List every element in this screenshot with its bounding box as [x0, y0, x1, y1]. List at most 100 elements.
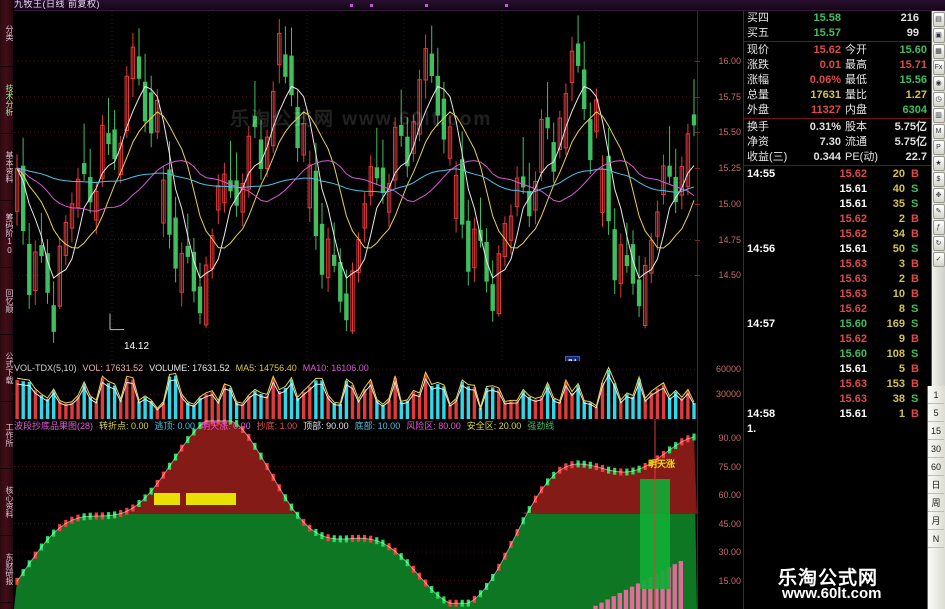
- volume-indicator-header[interactable]: VOL-TDX(5,10) VOL: 17631.52 VOLUME: 17631.…: [14, 362, 697, 375]
- center-watermark: 乐淘公式网 www.60lt.com: [230, 109, 493, 130]
- period-月[interactable]: 月: [928, 512, 944, 530]
- bottom-indicator-field: 安全区: 20.00: [466, 421, 522, 431]
- news-flag-icon[interactable]: 财: [565, 356, 581, 361]
- tick-side: B: [911, 333, 919, 345]
- stat-value-left: 0.06%: [809, 74, 841, 86]
- volume-axis-label: 60000: [715, 364, 741, 375]
- volume-chart[interactable]: [14, 361, 697, 419]
- fundamental-row: 换手 0.31% 股本 5.75亿: [743, 120, 931, 135]
- tick-price: 15.62: [839, 228, 867, 240]
- axis-tick: [695, 61, 700, 62]
- sidebar-item-label: 分类: [5, 25, 14, 41]
- check-icon[interactable]: ✓: [932, 252, 945, 267]
- right-icon-toolbar[interactable]: ▤ ▣ ▦ Fx ◉ ◷ ▥ M P ★ $ ✥ ✎ ƒ ↻ ✓: [931, 11, 945, 441]
- fundamental-row: 净资 7.30 流通 5.75亿: [743, 135, 931, 150]
- sidebar-item-5[interactable]: 公式下载: [0, 335, 14, 402]
- folder-icon[interactable]: ▣: [932, 28, 945, 43]
- doc-icon[interactable]: ▤: [932, 12, 945, 27]
- fund-value-right: 5.75亿: [894, 136, 927, 148]
- tick-volume: 1: [898, 408, 905, 420]
- stat-value-right: 15.56: [899, 74, 927, 86]
- fx2-icon[interactable]: ƒ: [932, 220, 945, 235]
- sidebar-item-label: 东财研报: [5, 553, 14, 585]
- period-1[interactable]: 1: [928, 386, 944, 404]
- tick-volume: 40: [892, 183, 905, 195]
- fund-value-right: 22.7: [905, 151, 927, 163]
- price-chart-canvas: [14, 11, 697, 361]
- globe-icon[interactable]: ◉: [932, 76, 945, 91]
- bottom-indicator-header[interactable]: 波段抄底品果图(28) 转折点: 0.00 逃顶: 0.00 明天涨: 0.00 抄底:…: [14, 420, 697, 433]
- period-60[interactable]: 60: [928, 458, 944, 476]
- bid-row[interactable]: 买四 15.58 216: [743, 11, 931, 26]
- fund-label-right: PE(动): [845, 151, 878, 163]
- tick-side: B: [911, 273, 919, 285]
- tick-row: 15.63 38 S: [743, 392, 931, 407]
- quote-panel[interactable]: 买四 15.58 216 买五 15.57 99 现价 15.62 今开 15.60 涨跌 0.01 最…: [743, 11, 931, 609]
- stat-value-right: 15.60: [899, 44, 927, 56]
- signal-label-mingtianzhang: 明天涨: [648, 459, 676, 469]
- sidebar-item-0[interactable]: 分类: [0, 0, 14, 67]
- volume-axis: 60000 30000: [697, 361, 743, 419]
- psy-icon[interactable]: P: [932, 140, 945, 155]
- period-N[interactable]: N: [928, 530, 944, 548]
- tick-volume: 50: [892, 243, 905, 255]
- sidebar-item-2[interactable]: 基本资料: [0, 134, 14, 201]
- fund-label-right: 流通: [845, 136, 867, 148]
- stat-label-left: 总量: [747, 89, 769, 101]
- fund-value-left: 7.30: [819, 136, 841, 148]
- bottom-indicator-field: 转折点: 0.00: [99, 421, 149, 431]
- tick-price: 15.63: [839, 273, 867, 285]
- indicator-axis-label: 30.00: [718, 547, 741, 557]
- tick-row: 15.63 153 B: [743, 377, 931, 392]
- tick-time: 14:56: [747, 243, 776, 255]
- tick-volume: 5: [898, 363, 905, 375]
- sidebar-item-label: 公式下载: [5, 352, 14, 384]
- quote-footer-text: 1.: [747, 423, 757, 435]
- fund-value-left: 0.31%: [809, 121, 841, 133]
- period-日[interactable]: 日: [928, 476, 944, 494]
- fx-icon[interactable]: Fx: [932, 60, 945, 75]
- sidebar-item-3[interactable]: 筹码阶10: [0, 201, 14, 268]
- bottom-indicator-chart[interactable]: 明天涨: [14, 419, 697, 609]
- fund-value-left: 0.344: [813, 151, 841, 163]
- vol-indicator-field-ma5: MA5: 14756.40: [235, 363, 297, 373]
- stat-value-left: 0.01: [819, 59, 841, 71]
- sidebar-item-label: 基本资料: [5, 151, 14, 183]
- tick-row: 14:56 15.61 50 S: [743, 242, 931, 257]
- period-周[interactable]: 周: [928, 494, 944, 512]
- indicator-axis-label: 75.00: [718, 461, 741, 472]
- sidebar-item-7[interactable]: 核心资料: [0, 469, 14, 536]
- grid-icon[interactable]: ▥: [932, 108, 945, 123]
- move-icon[interactable]: ✥: [932, 188, 945, 203]
- ma-icon[interactable]: M: [932, 124, 945, 139]
- stat-value-left: 11327: [811, 104, 841, 116]
- tick-side: B: [911, 408, 919, 420]
- star-icon[interactable]: ★: [932, 156, 945, 171]
- tick-price: 15.62: [839, 333, 867, 345]
- quote-secondary: 99: [906, 27, 919, 39]
- sidebar-item-label: 筹码阶10: [5, 213, 14, 255]
- chart-icon[interactable]: ▦: [932, 44, 945, 59]
- period-30[interactable]: 30: [928, 440, 944, 458]
- refresh-icon[interactable]: ↻: [932, 236, 945, 251]
- price-chart[interactable]: 14.12 财: [14, 11, 697, 361]
- fund-value-right: 5.75亿: [894, 121, 927, 133]
- bid-row[interactable]: 买五 15.57 99: [743, 26, 931, 41]
- dollar-icon[interactable]: $: [932, 172, 945, 187]
- period-selector-toolbar[interactable]: 1 5 15 30 60 日周月 N: [927, 386, 945, 609]
- fund-label-left: 净资: [747, 136, 769, 148]
- sidebar-item-6[interactable]: 工作所: [0, 402, 14, 469]
- tick-time: 14:58: [747, 408, 776, 420]
- bottom-indicator-field: 风险区: 80.00: [406, 421, 461, 431]
- clock-icon[interactable]: ◷: [932, 92, 945, 107]
- divider: [743, 165, 931, 166]
- sidebar-item-1[interactable]: 技术分析: [0, 67, 14, 134]
- period-5[interactable]: 5: [928, 404, 944, 422]
- tick-side: S: [911, 303, 919, 315]
- sidebar-item-8[interactable]: 东财研报: [0, 536, 14, 603]
- sidebar-item-4[interactable]: 回忆顺: [0, 268, 14, 335]
- period-15[interactable]: 15: [928, 422, 944, 440]
- left-sidebar[interactable]: 分类技术分析基本资料筹码阶10 回忆顺公式下载工作所 核心资料东财研报: [0, 0, 14, 609]
- price-axis-label: 16.00: [718, 56, 741, 66]
- pencil-icon[interactable]: ✎: [932, 204, 945, 219]
